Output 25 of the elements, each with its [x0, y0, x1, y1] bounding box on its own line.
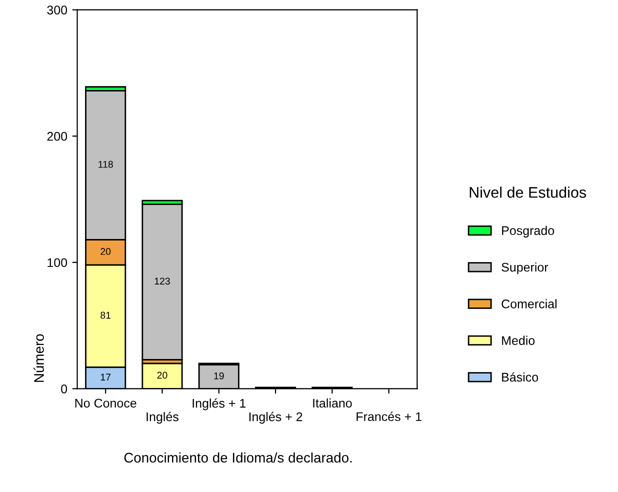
data-label: 20 [100, 248, 111, 255]
legend-label: Posgrado [502, 226, 554, 238]
data-label: 123 [154, 278, 170, 285]
y-axis-title: Número [34, 334, 44, 382]
x-tick-label: Inglés + 2 [249, 412, 302, 424]
legend-label: Comercial [502, 299, 556, 308]
data-label: 81 [100, 312, 111, 319]
data-label: 118 [98, 160, 113, 168]
x-axis-title: Conocimiento de Idioma/s declarado. [124, 452, 352, 463]
y-tick-label: 0 [61, 384, 68, 394]
data-label: 19 [214, 372, 224, 380]
legend-label: Superior [502, 262, 548, 274]
legend-label: Básico [502, 372, 538, 382]
x-tick-label: Italiano [313, 398, 352, 408]
x-tick-label: Inglés + 1 [192, 398, 246, 410]
x-tick-label: Inglés [146, 412, 178, 424]
x-tick-label: Francés + 1 [356, 412, 422, 422]
y-tick-label: 100 [48, 258, 68, 268]
data-label: 20 [157, 372, 168, 379]
y-tick-label: 200 [47, 132, 68, 141]
data-label: 17 [100, 374, 110, 380]
y-tick-label: 300 [47, 6, 68, 14]
legend-label: Medio [502, 336, 535, 345]
legend-title: Nivel de Estudios [470, 186, 586, 198]
x-tick-label: No Conoce [75, 398, 136, 408]
